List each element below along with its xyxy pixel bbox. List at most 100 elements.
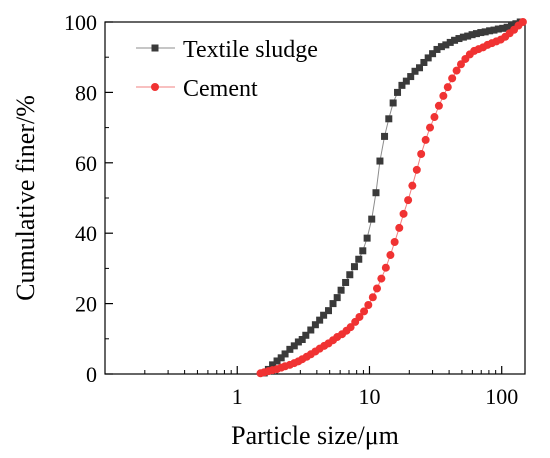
data-point-textile-sludge [416, 64, 424, 72]
data-point-cement [377, 274, 386, 283]
data-point-textile-sludge [389, 99, 397, 107]
data-point-textile-sludge [407, 73, 415, 81]
data-point-textile-sludge [329, 300, 337, 308]
data-point-textile-sludge [342, 278, 350, 286]
y-tick-label: 80 [75, 80, 97, 105]
data-point-cement [518, 18, 527, 26]
data-point-textile-sludge [376, 157, 384, 165]
data-point-textile-sludge [442, 41, 450, 49]
data-point-textile-sludge [381, 132, 389, 140]
data-point-cement [395, 223, 404, 232]
data-point-textile-sludge [355, 255, 363, 263]
data-point-textile-sludge [273, 357, 281, 365]
data-point-cement [408, 181, 417, 190]
data-point-textile-sludge [477, 29, 485, 37]
data-point-cement [360, 307, 369, 316]
data-point-textile-sludge [290, 342, 298, 350]
data-point-textile-sludge [269, 361, 277, 369]
legend-label-textile-sludge: Textile sludge [183, 37, 318, 63]
data-point-textile-sludge [455, 35, 463, 43]
data-point-textile-sludge [286, 345, 294, 353]
data-point-cement [373, 284, 382, 293]
x-axis-label: Particle size/μm [231, 421, 399, 450]
data-point-textile-sludge [472, 30, 480, 38]
data-point-cement [390, 238, 399, 246]
data-point-cement [364, 301, 373, 310]
data-point-cement [417, 150, 426, 158]
data-point-textile-sludge [490, 26, 498, 34]
data-point-textile-sludge [486, 27, 494, 35]
series-layer [256, 18, 527, 378]
data-point-textile-sludge [503, 23, 511, 31]
data-point-textile-sludge [481, 28, 489, 36]
data-point-textile-sludge [320, 311, 328, 319]
data-point-textile-sludge [499, 24, 507, 32]
data-point-textile-sludge [385, 115, 393, 123]
data-point-cement [355, 312, 364, 321]
data-point-cement [452, 66, 461, 75]
data-point-textile-sludge [359, 247, 367, 255]
data-point-cement [381, 263, 390, 272]
data-point-cement [434, 101, 443, 110]
legend-marker-cement [151, 83, 159, 91]
data-point-textile-sludge [346, 271, 354, 279]
data-point-cement [448, 74, 457, 83]
data-point-textile-sludge [429, 50, 437, 58]
y-tick-label: 0 [86, 362, 97, 387]
data-point-textile-sludge [363, 234, 371, 242]
data-point-textile-sludge [307, 326, 315, 334]
data-point-textile-sludge [277, 354, 285, 362]
y-axis-label: Cumulative finer/% [11, 95, 40, 301]
data-point-textile-sludge [446, 38, 454, 46]
data-point-textile-sludge [372, 189, 380, 197]
data-point-textile-sludge [294, 338, 302, 346]
series-cement [256, 18, 527, 378]
data-point-textile-sludge [433, 45, 441, 53]
y-tick-label: 40 [75, 221, 97, 246]
series-textile-sludge [260, 18, 524, 377]
data-point-textile-sludge [420, 58, 428, 66]
data-point-textile-sludge [508, 22, 516, 30]
data-point-textile-sludge [302, 331, 310, 339]
y-tick-label: 20 [75, 292, 97, 317]
data-point-textile-sludge [333, 294, 341, 302]
y-tick-label: 60 [75, 151, 97, 176]
data-point-cement [399, 209, 408, 218]
data-point-textile-sludge [424, 54, 432, 62]
data-point-cement [368, 293, 377, 302]
data-point-cement [439, 91, 448, 100]
data-point-textile-sludge [368, 215, 376, 223]
data-point-textile-sludge [402, 77, 410, 85]
x-tick-label: 1 [232, 384, 243, 409]
data-point-textile-sludge [281, 350, 289, 358]
data-point-textile-sludge [311, 321, 319, 329]
data-point-cement [386, 251, 395, 260]
data-point-textile-sludge [394, 88, 402, 96]
data-point-textile-sludge [337, 286, 345, 294]
data-point-textile-sludge [398, 81, 406, 89]
x-tick-label: 10 [358, 384, 380, 409]
data-point-cement [430, 113, 439, 122]
data-point-textile-sludge [298, 336, 306, 344]
data-point-textile-sludge [411, 67, 419, 75]
x-tick-label: 100 [485, 384, 518, 409]
axis-ticks: 1 10 100 0 20 40 60 80 100 [64, 10, 518, 409]
data-point-cement [404, 196, 413, 205]
data-point-cement [412, 165, 421, 174]
data-point-textile-sludge [451, 36, 459, 44]
data-point-textile-sludge [350, 263, 358, 271]
data-point-textile-sludge [494, 25, 502, 33]
data-point-textile-sludge [316, 316, 324, 324]
plot-frame [104, 21, 526, 375]
legend: Textile sludge Cement [136, 37, 318, 102]
data-point-textile-sludge [325, 307, 333, 315]
legend-marker-textile-sludge [151, 44, 159, 52]
data-point-cement [346, 323, 355, 332]
legend-label-cement: Cement [183, 76, 258, 102]
data-point-cement [443, 83, 452, 92]
data-point-textile-sludge [437, 43, 445, 51]
data-point-textile-sludge [468, 31, 476, 39]
series-line-textile-sludge [263, 21, 521, 374]
data-point-textile-sludge [459, 33, 467, 41]
